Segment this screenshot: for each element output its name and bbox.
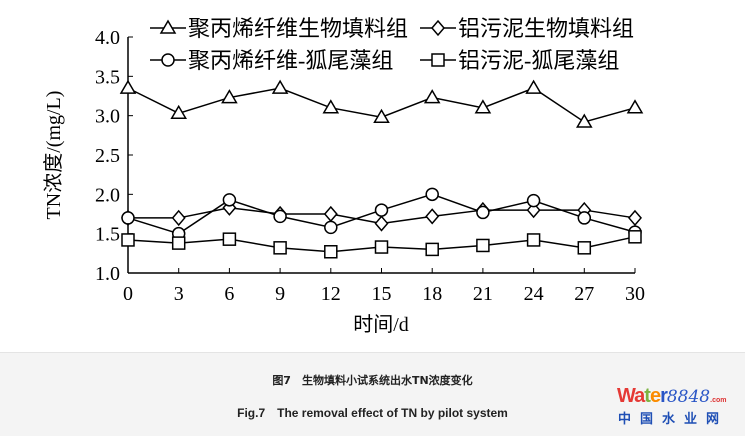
y-tick-label: 1.0 xyxy=(95,263,120,285)
chart: 1.0 1.5 2.0 2.5 3.0 3.5 4.0 0 3 6 9 12 15 18 21 24 27 30 时… xyxy=(42,16,645,336)
x-tick-label: 24 xyxy=(524,283,544,305)
triangle-marker xyxy=(373,108,390,123)
square-marker xyxy=(324,245,338,259)
x-tick-label: 30 xyxy=(625,283,645,305)
square-marker xyxy=(431,53,445,67)
circle-marker xyxy=(425,187,439,202)
logo-domain: .com xyxy=(710,397,727,404)
logo-number: 8848 xyxy=(666,387,711,407)
logo-letter: r xyxy=(660,385,668,407)
diamond-marker xyxy=(374,215,389,232)
square-marker xyxy=(628,230,642,244)
caption-chinese: 图7 生物填料小试系统出水TN浓度变化 xyxy=(272,374,473,387)
diamond-marker xyxy=(425,208,440,225)
x-tick-label: 15 xyxy=(372,283,392,305)
legend-label: 聚丙烯纤维-狐尾藻组 xyxy=(188,48,393,73)
triangle-marker xyxy=(221,89,238,104)
circle-marker xyxy=(273,209,287,224)
square-marker xyxy=(273,241,287,255)
x-tick-label: 6 xyxy=(224,283,234,305)
caption-band xyxy=(0,352,745,436)
x-tick-label: 21 xyxy=(473,283,493,305)
circle-marker xyxy=(526,193,541,208)
square-marker xyxy=(526,233,541,247)
y-tick-label: 3.5 xyxy=(95,66,120,88)
circle-marker xyxy=(476,205,490,220)
y-tick-label: 3.0 xyxy=(95,106,120,128)
diamond-marker xyxy=(431,19,445,37)
diamond-marker xyxy=(171,209,186,227)
circle-marker xyxy=(222,193,237,207)
legend-label: 铝污泥-狐尾藻组 xyxy=(458,48,619,73)
triangle-marker xyxy=(271,79,289,94)
triangle-marker xyxy=(575,113,593,128)
logo-letter: a xyxy=(634,385,645,407)
square-marker xyxy=(171,236,186,250)
circle-marker xyxy=(121,211,135,225)
diamond-marker xyxy=(323,205,338,223)
y-tick-label: 2.5 xyxy=(95,145,120,167)
triangle-marker xyxy=(626,99,644,114)
triangle-marker xyxy=(159,19,177,34)
square-marker xyxy=(577,241,592,255)
square-marker xyxy=(374,240,389,254)
logo-chinese: 中国水业网 xyxy=(618,412,729,427)
logo-letter: t xyxy=(644,385,651,407)
legend-label: 聚丙烯纤维生物填料组 xyxy=(188,16,408,41)
x-tick-label: 12 xyxy=(321,283,341,305)
legend-label: 铝污泥生物填料组 xyxy=(458,16,634,41)
x-tick-label: 0 xyxy=(123,283,133,305)
triangle-marker xyxy=(119,79,137,94)
y-tick-label: 2.0 xyxy=(95,184,120,206)
x-tick-label: 18 xyxy=(422,283,442,305)
triangle-marker xyxy=(525,79,542,94)
x-tick-label: 27 xyxy=(574,283,594,305)
square-marker xyxy=(121,233,135,247)
triangle-marker xyxy=(474,99,492,114)
logo-letter: W xyxy=(617,385,635,407)
caption-english: Fig.7 The removal effect of TN by pilot … xyxy=(237,406,508,420)
logo: Water8848.com xyxy=(617,385,726,408)
x-axis-label: 时间/d xyxy=(353,313,409,336)
diamond-marker xyxy=(628,209,642,227)
circle-marker xyxy=(577,211,592,225)
y-tick-label: 4.0 xyxy=(95,27,120,49)
square-marker xyxy=(222,232,237,246)
y-axis-label: TN浓度/(mg/L) xyxy=(42,91,65,220)
y-tick-label: 1.5 xyxy=(95,224,120,246)
logo-letter: e xyxy=(649,385,661,407)
x-tick-label: 3 xyxy=(174,283,184,305)
triangle-marker xyxy=(423,89,441,104)
x-tick-label: 9 xyxy=(275,283,285,305)
circle-marker xyxy=(324,220,338,235)
square-marker xyxy=(425,242,439,257)
circle-marker xyxy=(161,53,175,67)
triangle-marker xyxy=(170,104,188,120)
square-marker xyxy=(476,238,490,253)
circle-marker xyxy=(374,203,389,217)
triangle-marker xyxy=(322,99,340,114)
